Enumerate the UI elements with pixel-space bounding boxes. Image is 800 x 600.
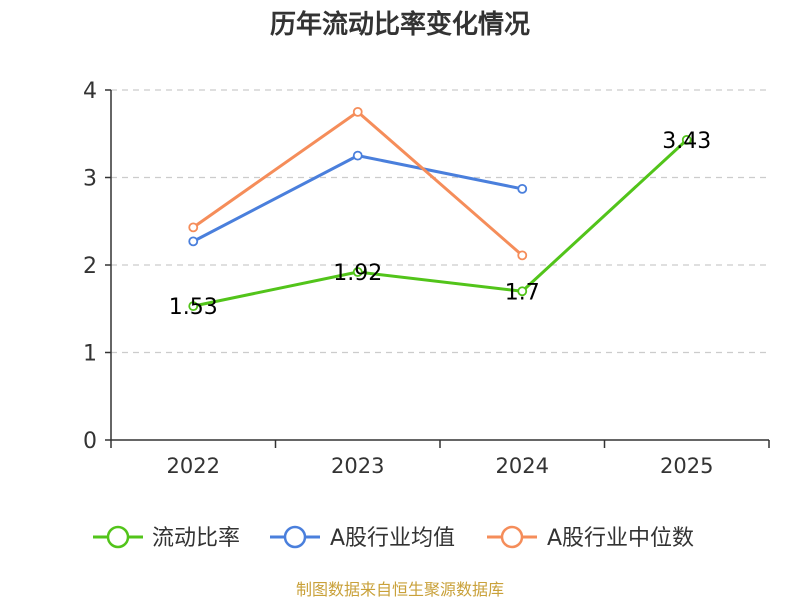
data-point[interactable] (352, 267, 363, 277)
legend-marker-industry-median (500, 525, 524, 549)
data-point[interactable] (188, 236, 199, 247)
series-layer (188, 106, 692, 312)
y-tick-labels: 0 1 2 3 4 (83, 79, 97, 454)
series-line (192, 154, 523, 243)
x-tick-label: 2023 (331, 454, 384, 478)
legend-item-industry-median[interactable]: A股行业中位数 (487, 525, 694, 551)
source-note: 制图数据来自恒生聚源数据库 (296, 580, 504, 599)
series-0 (188, 134, 692, 312)
legend-marker-current-ratio (106, 525, 130, 549)
data-point[interactable] (681, 134, 692, 145)
data-point[interactable] (188, 222, 199, 233)
data-label: 1.7 (505, 280, 540, 305)
y-tick-label: 4 (83, 79, 97, 104)
data-label: 1.92 (333, 261, 382, 286)
data-point[interactable] (188, 301, 199, 312)
y-tick-label: 1 (83, 342, 97, 367)
legend-item-current-ratio[interactable]: 流动比率 (93, 525, 240, 551)
axis-ticks (105, 89, 770, 448)
y-tick-label: 0 (83, 429, 97, 454)
data-point[interactable] (517, 183, 528, 194)
legend-label-industry-mean: A股行业均值 (330, 526, 455, 551)
data-point[interactable] (517, 286, 528, 297)
legend-marker-industry-mean (283, 525, 307, 549)
data-label: 1.53 (169, 295, 218, 320)
chart-title: 历年流动比率变化情况 (270, 9, 530, 40)
legend: 流动比率 A股行业均值 A股行业中位数 (93, 525, 694, 551)
series-line (192, 138, 688, 308)
x-tick-label: 2024 (496, 454, 549, 478)
data-label: 3.43 (662, 129, 711, 154)
series-1 (188, 150, 528, 247)
data-point[interactable] (352, 106, 363, 117)
x-tick-label: 2025 (660, 454, 713, 478)
series-line (192, 110, 524, 257)
data-point[interactable] (352, 150, 363, 161)
data-point[interactable] (517, 250, 528, 261)
x-tick-label: 2022 (167, 454, 220, 478)
data-labels: 1.53 1.92 1.7 3.43 (169, 129, 711, 320)
x-tick-labels: 2022 2023 2024 2025 (167, 454, 714, 478)
y-tick-label: 2 (83, 254, 97, 279)
legend-label-industry-median: A股行业中位数 (547, 526, 694, 551)
legend-item-industry-mean[interactable]: A股行业均值 (270, 525, 455, 551)
series-2 (188, 106, 528, 261)
legend-label-current-ratio: 流动比率 (152, 526, 240, 551)
y-tick-label: 3 (83, 167, 97, 192)
